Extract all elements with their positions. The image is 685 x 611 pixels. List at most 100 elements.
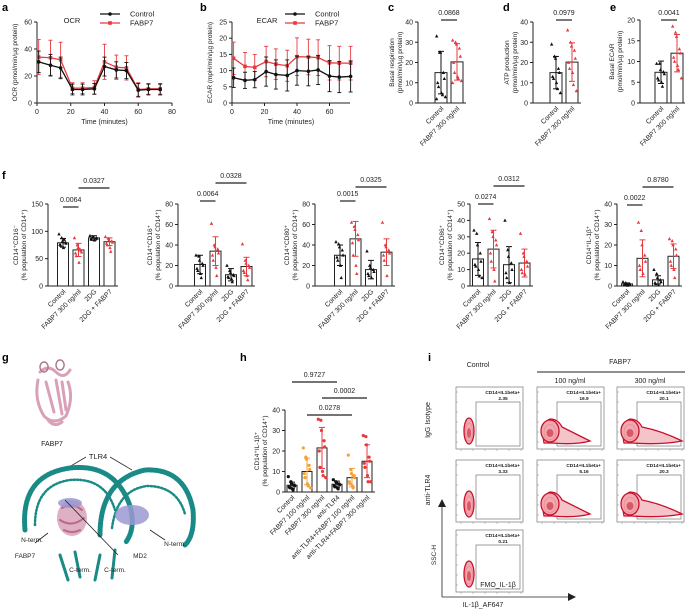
data-point (306, 69, 311, 74)
data-point (136, 88, 141, 92)
data-point (247, 265, 252, 269)
panel-label-c: c (388, 2, 395, 14)
fabp7-ribbon (35, 366, 73, 427)
fabp7-label: FABP7 (41, 441, 63, 448)
y-tick-label: 0 (409, 101, 413, 108)
data-point (556, 66, 561, 70)
row-label-anti-tlr4: anti-TLR4 (425, 475, 432, 506)
data-point (216, 251, 221, 255)
data-point (488, 251, 493, 255)
data-point (363, 465, 367, 469)
data-point (114, 68, 119, 72)
data-point (214, 265, 218, 269)
data-point (354, 263, 358, 267)
y-tick-label: 10 (405, 80, 413, 87)
data-point (308, 467, 312, 472)
flow-contour-core (467, 501, 471, 511)
fabp7-bound-label: FABP7 (15, 553, 36, 560)
p-value: 0.9727 (304, 372, 326, 379)
flow-gate (475, 401, 521, 447)
nterm-pointer (149, 529, 166, 541)
p-value: 0.0979 (553, 10, 575, 17)
data-point (216, 247, 220, 251)
data-point (240, 242, 245, 246)
data-point (336, 258, 340, 262)
y-axis-label: (% population of CD14⁺) (262, 416, 269, 487)
bar (88, 237, 100, 287)
data-point (494, 243, 499, 247)
data-point (474, 264, 478, 268)
x-tick-label: 20 (67, 109, 75, 116)
p-value: 0.0064 (197, 191, 219, 198)
data-point (77, 260, 81, 264)
data-point (503, 218, 507, 222)
data-point (286, 475, 290, 479)
y-tick-label: 40 (520, 20, 528, 27)
x-tick-label: 60 (326, 109, 334, 116)
data-point (285, 73, 290, 78)
column-header-fabp7: FABP7 (609, 359, 631, 366)
gate-label: CD14+IL1beta+ (485, 463, 520, 469)
n-term-label: N-term. (21, 537, 43, 544)
data-point (349, 220, 354, 224)
data-point (246, 277, 250, 282)
data-point (335, 255, 339, 259)
data-point (368, 459, 372, 463)
legend-label: Control (130, 10, 155, 19)
p-value: 0.0064 (60, 197, 82, 204)
data-point (443, 95, 448, 99)
y-axis-label: ECAR (mpH/min/µg protein) (207, 22, 214, 103)
data-point (322, 439, 326, 443)
gate-label: CD14+IL1beta+ (566, 390, 601, 396)
panel-label-b: b (200, 2, 207, 14)
y-tick-label: 30 (405, 40, 413, 47)
flow-contour-core (626, 502, 634, 510)
legend-marker (293, 21, 297, 25)
legend-marker (108, 21, 112, 25)
y-tick-label: 40 (604, 202, 612, 209)
x-axis-label: Time (minutes) (268, 119, 314, 126)
data-point (274, 72, 278, 77)
data-point (567, 66, 572, 70)
data-point (36, 60, 41, 64)
flow-contour-core (467, 571, 471, 581)
data-point (459, 78, 464, 83)
data-point (209, 221, 214, 225)
data-point (353, 476, 357, 480)
y-tick-label: 20 (520, 60, 528, 67)
flow-contour-core (546, 429, 554, 437)
data-point (194, 253, 198, 257)
data-point (338, 483, 342, 487)
p-value: 0.0328 (220, 173, 242, 180)
x-tick-label: 0 (35, 109, 39, 116)
gate-label: CD14+IL1beta+ (485, 390, 520, 396)
tlr4-chain-right-inner (110, 484, 187, 530)
data-point (252, 65, 257, 70)
data-point (227, 275, 231, 280)
data-point (451, 60, 456, 64)
y-tick-label: 40 (165, 243, 173, 250)
data-point (643, 253, 647, 257)
y-tick-label: 40 (405, 20, 413, 27)
data-point (673, 30, 678, 34)
data-point (571, 82, 576, 87)
data-point (677, 47, 682, 51)
chart-title: OCR (64, 16, 81, 25)
column-header-control: Control (467, 362, 490, 369)
data-point (341, 253, 345, 257)
y-tick-label: 40 (24, 47, 32, 54)
data-point (110, 240, 115, 244)
panel-label-h: h (240, 352, 247, 364)
data-point (510, 267, 514, 271)
data-point (387, 248, 391, 252)
y-axis-label: OCR (pmol/min/µg protein) (12, 24, 19, 102)
data-point (494, 238, 498, 242)
data-point (670, 24, 675, 28)
p-value: 0.0274 (475, 194, 497, 201)
data-point (247, 263, 251, 267)
gate-label: CD14+IL1beta+ (485, 533, 520, 539)
y-tick-label: 30 (457, 234, 465, 241)
data-point (381, 253, 386, 257)
data-point (525, 259, 529, 263)
x-tick-label: 40 (101, 109, 109, 116)
